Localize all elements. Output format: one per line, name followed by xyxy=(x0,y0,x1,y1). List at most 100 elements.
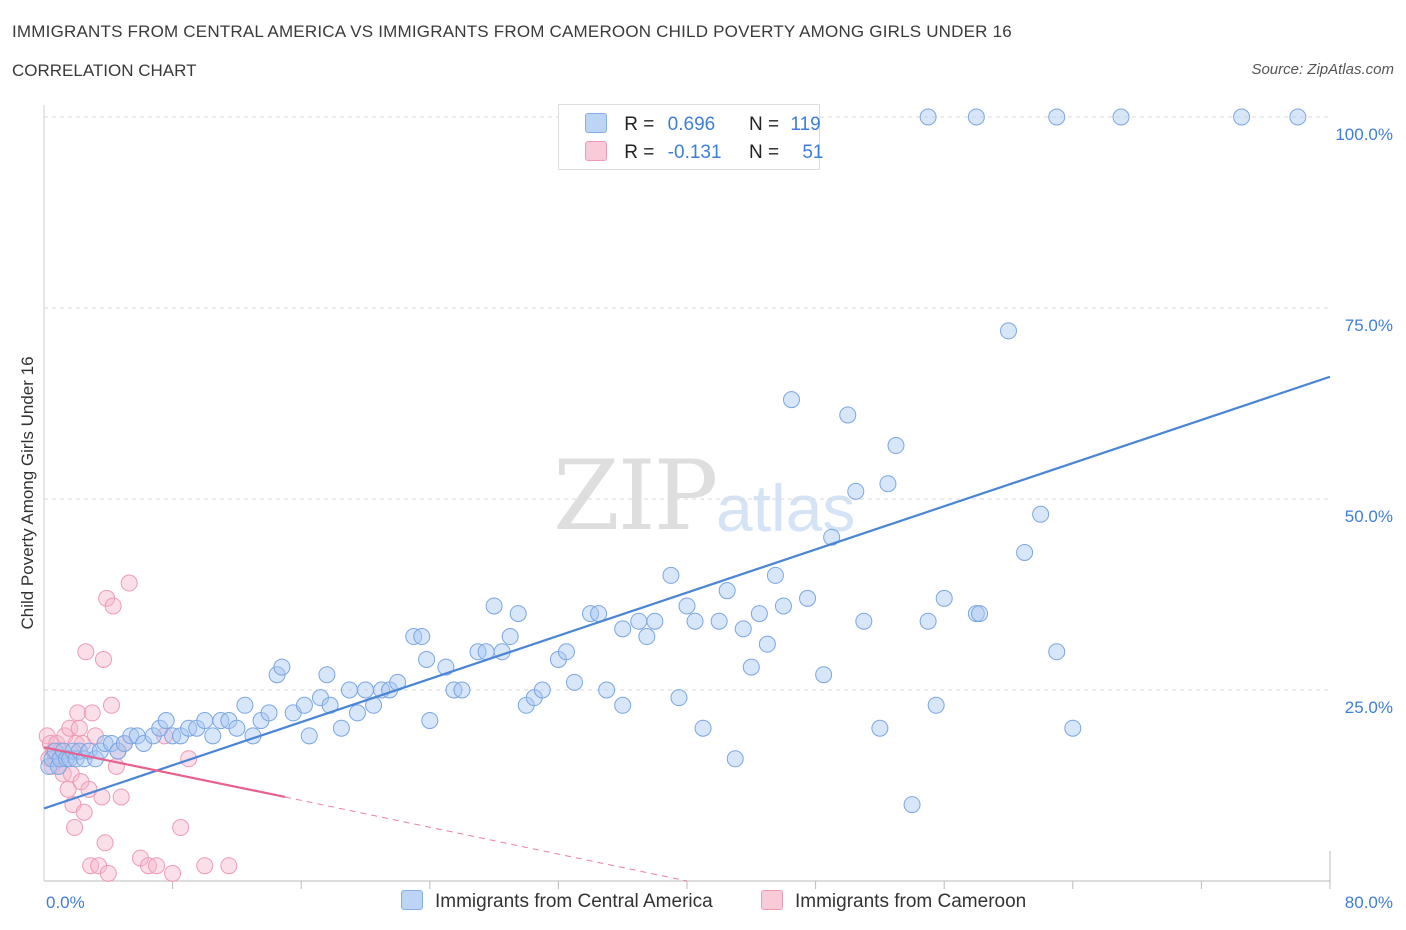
data-point-central-america xyxy=(300,727,318,745)
legend-r-label: R = xyxy=(624,142,655,163)
data-point-cameroon xyxy=(75,803,93,821)
data-point-central-america xyxy=(598,681,616,699)
data-point-central-america xyxy=(96,734,114,752)
data-point-central-america xyxy=(418,650,436,668)
bottom-legend-label: Immigrants from Cameroon xyxy=(795,891,1027,912)
y-tick-label: 75.0% xyxy=(1345,316,1393,335)
data-point-central-america xyxy=(236,696,254,714)
data-point-central-america xyxy=(533,681,551,699)
data-point-cameroon xyxy=(104,597,122,615)
legend-n-label: N = xyxy=(748,142,780,163)
bottom-legend-swatch-pink xyxy=(761,890,783,910)
data-point-central-america xyxy=(839,406,857,424)
data-point-central-america xyxy=(935,589,953,607)
legend-n-value: 51 xyxy=(802,142,824,163)
data-point-central-america xyxy=(718,582,736,600)
y-tick-label: 25.0% xyxy=(1345,698,1393,717)
data-point-central-america xyxy=(742,658,760,676)
data-point-cameroon xyxy=(94,650,112,668)
data-point-central-america xyxy=(630,612,648,630)
data-point-central-america xyxy=(670,689,688,707)
data-point-central-america xyxy=(855,612,873,630)
data-point-central-america xyxy=(614,696,632,714)
data-point-central-america xyxy=(971,605,989,623)
data-point-central-america xyxy=(927,696,945,714)
data-point-central-america xyxy=(646,612,664,630)
data-point-central-america xyxy=(919,108,937,126)
legend-r-value: -0.131 xyxy=(667,142,722,163)
data-point-central-america xyxy=(196,712,214,730)
legend-swatch-pink xyxy=(585,141,607,161)
data-point-cameroon xyxy=(112,788,130,806)
data-point-central-america xyxy=(1048,108,1066,126)
data-point-central-america xyxy=(694,719,712,737)
watermark-atlas: atlas xyxy=(716,471,856,545)
x-tick-label: 0.0% xyxy=(46,893,85,912)
data-point-central-america xyxy=(260,704,278,722)
data-point-central-america xyxy=(1112,108,1130,126)
data-point-central-america xyxy=(758,635,776,653)
bottom-legend-cameroon: Immigrants from Cameroon xyxy=(761,890,1026,913)
data-point-cameroon xyxy=(220,857,238,875)
data-point-central-america xyxy=(557,643,575,661)
data-point-central-america xyxy=(750,605,768,623)
data-point-central-america xyxy=(782,391,800,409)
data-point-central-america xyxy=(887,437,905,455)
data-point-central-america xyxy=(421,712,439,730)
data-point-central-america xyxy=(710,612,728,630)
data-point-cameroon xyxy=(77,643,95,661)
data-point-cameroon xyxy=(103,696,121,714)
data-point-cameroon xyxy=(164,864,182,882)
data-point-cameroon xyxy=(66,819,84,837)
bottom-legend-central-america: Immigrants from Central America xyxy=(401,890,713,913)
data-point-central-america xyxy=(903,796,921,814)
legend-r-label: R = xyxy=(624,114,655,135)
bottom-legend-swatch-blue xyxy=(401,890,423,910)
data-point-cameroon xyxy=(80,780,98,798)
data-point-central-america xyxy=(565,673,583,691)
data-point-central-america xyxy=(332,719,350,737)
data-point-cameroon xyxy=(196,857,214,875)
data-point-cameroon xyxy=(69,704,87,722)
data-point-central-america xyxy=(1000,322,1017,340)
data-point-central-america xyxy=(686,612,704,630)
data-point-central-america xyxy=(204,727,222,745)
data-point-central-america xyxy=(1233,108,1251,126)
data-point-cameroon xyxy=(99,864,117,882)
trend-line-central-america xyxy=(43,375,1331,810)
data-point-central-america xyxy=(485,597,503,615)
data-point-central-america xyxy=(919,612,937,630)
data-point-central-america xyxy=(318,666,336,684)
data-point-central-america xyxy=(340,681,358,699)
data-point-central-america xyxy=(590,605,608,623)
data-point-central-america xyxy=(871,719,889,737)
watermark-zip: ZIP xyxy=(553,440,718,552)
legend-row-central-america: R = 0.696 N = 119 xyxy=(585,113,821,137)
source-label: Source: ZipAtlas.com xyxy=(1251,61,1394,78)
data-point-central-america xyxy=(122,727,140,745)
bottom-legend-label: Immigrants from Central America xyxy=(435,891,713,912)
data-point-central-america xyxy=(879,475,897,493)
y-tick-label: 50.0% xyxy=(1345,507,1393,526)
legend-n-value: 119 xyxy=(790,114,821,135)
y-axis-label: Child Poverty Among Girls Under 16 xyxy=(18,356,37,629)
data-point-central-america xyxy=(799,589,817,607)
chart-title: IMMIGRANTS FROM CENTRAL AMERICA VS IMMIG… xyxy=(12,22,1012,41)
data-point-central-america xyxy=(774,597,792,615)
data-point-central-america xyxy=(847,482,865,500)
data-point-cameroon xyxy=(148,857,166,875)
data-point-central-america xyxy=(1289,108,1307,126)
correlation-legend: R = 0.696 N = 119 R = -0.131 N = 51 xyxy=(558,104,824,170)
data-point-central-america xyxy=(815,666,833,684)
data-point-central-america xyxy=(734,620,752,638)
data-point-central-america xyxy=(357,681,374,699)
data-point-central-america xyxy=(1048,643,1066,661)
data-point-cameroon xyxy=(61,719,79,737)
data-point-central-america xyxy=(1016,543,1034,561)
data-point-central-america xyxy=(273,658,291,676)
data-point-central-america xyxy=(413,628,431,646)
data-point-central-america xyxy=(1032,505,1050,523)
data-point-central-america xyxy=(157,712,175,730)
data-point-central-america xyxy=(348,704,366,722)
